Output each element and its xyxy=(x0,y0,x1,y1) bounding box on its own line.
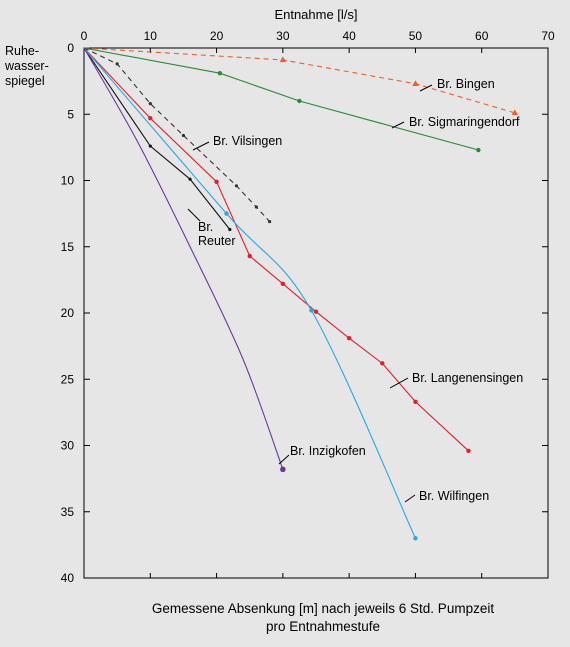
label-inzigkofen: Br. Inzigkofen xyxy=(290,444,366,458)
data-point-br-vilsingen xyxy=(181,133,186,138)
y-tick-label: 20 xyxy=(61,306,75,320)
caption-line-2: pro Entnahmestufe xyxy=(266,619,380,634)
y-tick-label: 25 xyxy=(61,372,75,386)
leader-langenensingen xyxy=(389,377,409,389)
y-tick-label: 0 xyxy=(67,41,74,55)
y-tick-label: 10 xyxy=(61,174,75,188)
data-point-br-langenensingen xyxy=(148,116,153,121)
data-point-br-bingen xyxy=(511,109,519,116)
x-tick-label: 20 xyxy=(210,29,224,43)
data-point-br-vilsingen xyxy=(234,184,239,188)
data-point-br-inzigkofen xyxy=(280,466,286,473)
y-axis-ticks: 0 5 10 15 20 25 30 35 40 xyxy=(61,41,548,585)
data-point-br-wilfingen xyxy=(413,536,418,541)
y-tick-label: 30 xyxy=(61,439,75,453)
x-axis-title: Entnahme [l/s] xyxy=(274,7,357,22)
y-axis-title-line-1: Ruhe- xyxy=(5,44,39,58)
leader-inzigkofen xyxy=(278,454,290,465)
caption-line-1: Gemessene Absenkung [m] nach jeweils 6 S… xyxy=(152,601,494,616)
data-point-br-vilsingen xyxy=(148,102,152,106)
label-vilsingen: Br. Vilsingen xyxy=(213,134,282,148)
x-tick-label: 10 xyxy=(144,29,158,43)
data-point-br-bingen xyxy=(412,80,419,86)
data-point-br-langenensingen xyxy=(466,448,471,453)
y-tick-label: 35 xyxy=(61,505,75,519)
label-bingen: Br. Bingen xyxy=(437,77,495,91)
data-point-br-langenensingen xyxy=(214,179,219,185)
label-langenensingen: Br. Langenensingen xyxy=(412,371,523,385)
x-axis-ticks: 0 10 20 30 40 50 60 70 xyxy=(81,29,555,578)
leader-wilfingen xyxy=(404,494,416,503)
label-reuter-1: Br. xyxy=(198,220,213,234)
data-point-br-langenensingen xyxy=(247,253,252,259)
data-point-br-langenensingen xyxy=(380,361,385,366)
y-tick-label: 15 xyxy=(61,240,75,254)
leader-vilsingen xyxy=(192,141,210,151)
y-axis-title-line-3: spiegel xyxy=(5,74,45,88)
data-point-br-reuter xyxy=(228,227,232,232)
data-point-br-bingen xyxy=(279,56,287,63)
data-point-br-vilsingen xyxy=(254,205,258,209)
series-line-br-reuter xyxy=(83,47,231,230)
leader-bingen xyxy=(419,84,433,92)
data-point-br-sigmaringendorf xyxy=(217,70,223,76)
data-point-br-reuter xyxy=(188,177,192,181)
x-tick-label: 70 xyxy=(541,29,555,43)
data-point-br-sigmaringendorf xyxy=(297,98,302,104)
data-point-br-vilsingen xyxy=(268,219,272,224)
x-tick-label: 40 xyxy=(342,29,356,43)
y-axis-title-line-2: wasser- xyxy=(4,59,49,73)
data-point-br-langenensingen xyxy=(413,399,418,404)
leader-reuter xyxy=(187,208,201,222)
series-line-br-bingen xyxy=(83,47,516,114)
data-point-br-langenensingen xyxy=(280,281,286,287)
leader-sigmaringendorf xyxy=(391,121,405,129)
series-line-br-inzigkofen xyxy=(83,47,284,470)
y-tick-label: 40 xyxy=(61,571,75,585)
data-point-br-wilfingen xyxy=(224,211,229,216)
label-wilfingen: Br. Wilfingen xyxy=(419,489,489,503)
label-sigmaringendorf: Br. Sigmaringendorf xyxy=(409,115,520,129)
data-point-br-sigmaringendorf xyxy=(476,147,481,153)
data-point-br-wilfingen xyxy=(309,308,314,313)
data-point-br-vilsingen xyxy=(115,62,119,66)
data-point-br-langenensingen xyxy=(346,335,352,341)
x-tick-label: 60 xyxy=(475,29,489,43)
label-reuter-2: Reuter xyxy=(198,234,236,248)
x-tick-label: 50 xyxy=(409,29,423,43)
data-point-br-langenensingen xyxy=(313,309,319,314)
x-tick-label: 0 xyxy=(81,29,88,43)
series-line-br-wilfingen xyxy=(83,47,416,539)
y-tick-label: 5 xyxy=(67,107,74,121)
x-tick-label: 30 xyxy=(276,29,290,43)
series-line-br-sigmaringendorf xyxy=(83,47,479,151)
data-point-br-reuter xyxy=(148,144,152,148)
